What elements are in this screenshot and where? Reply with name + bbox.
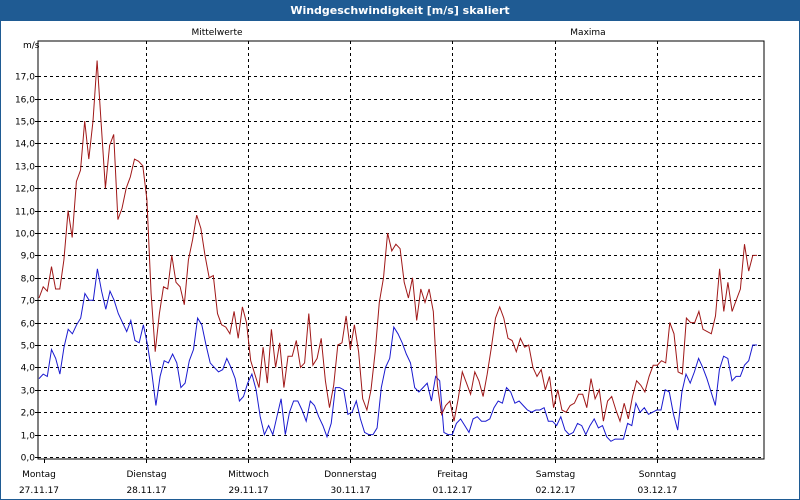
y-tick-label: 7,0: [21, 297, 36, 307]
x-tick-label-date: 03.12.17: [637, 486, 677, 496]
y-axis: 0,0 1,0 2,0 3,0 4,0 5,0 6,0 7,0 8,0 9,0 10,0 11,0 12…: [15, 73, 38, 464]
y-tick-label: 3,0: [21, 387, 36, 397]
series-line-mittelwerte: [38, 268, 757, 442]
y-tick-label: 1,0: [21, 432, 36, 442]
x-tick-label-day: Freitag: [437, 470, 468, 480]
plot-frame: [37, 40, 765, 460]
y-tick-label: 16,0: [15, 96, 35, 106]
y-tick-label: 6,0: [21, 320, 36, 330]
x-tick-label-day: Samstag: [536, 470, 575, 480]
x-tick-label-date: 02.12.17: [535, 486, 575, 496]
x-tick-label-day: Donnerstag: [324, 470, 377, 480]
y-tick-label: 8,0: [21, 275, 36, 285]
series-lines: [38, 60, 757, 442]
legend-mittelwerte: Mittelwerte: [191, 28, 242, 38]
x-tick-label-date: 28.11.17: [126, 486, 166, 496]
x-tick-label-day: Dienstag: [126, 470, 166, 480]
y-tick-label: 5,0: [21, 342, 36, 352]
y-tick-label: 9,0: [21, 252, 36, 262]
x-tick-label-day: Montag: [22, 470, 56, 480]
x-tick-label-date: 27.11.17: [19, 486, 59, 496]
y-tick-label: 2,0: [21, 409, 36, 419]
x-tick-label-date: 30.11.17: [330, 486, 370, 496]
y-axis-unit-label: m/s: [23, 41, 40, 51]
y-tick-label: 14,0: [15, 140, 35, 150]
legend-maxima: Maxima: [570, 28, 605, 38]
y-tick-label: 13,0: [15, 163, 35, 173]
x-tick-label-date: 01.12.17: [432, 486, 472, 496]
y-tick-label: 11,0: [15, 208, 35, 218]
y-tick-label: 17,0: [15, 73, 35, 83]
x-axis: Montag 27.11.17 Dienstag 28.11.17 Mittwoch 29…: [19, 459, 678, 496]
y-tick-label: 0,0: [21, 454, 36, 464]
y-tick-label: 12,0: [15, 185, 35, 195]
y-tick-label: 4,0: [21, 364, 36, 374]
y-tick-label: 10,0: [15, 230, 35, 240]
x-tick-label-date: 29.11.17: [228, 486, 268, 496]
x-tick-label-day: Sonntag: [639, 470, 676, 480]
window-title: Windgeschwindigkeit [m/s] skaliert: [1, 1, 799, 21]
x-tick-label-day: Mittwoch: [228, 470, 269, 480]
series-line-maxima: [38, 60, 757, 423]
grid-lines: [38, 41, 764, 459]
y-tick-label: 15,0: [15, 118, 35, 128]
